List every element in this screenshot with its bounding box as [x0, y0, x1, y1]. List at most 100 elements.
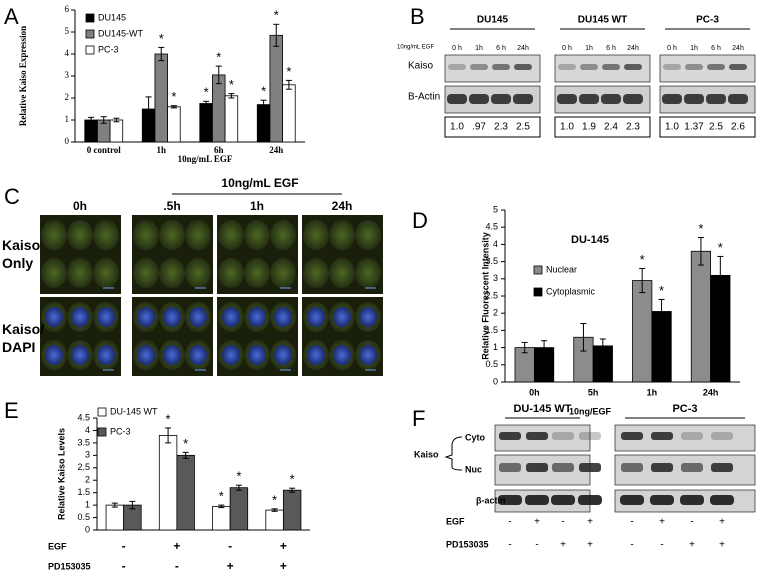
treatment-symbol: +	[719, 517, 725, 528]
error-bar	[658, 298, 665, 325]
bar	[690, 250, 712, 383]
band	[578, 495, 602, 505]
band	[620, 495, 644, 505]
nucleus	[163, 345, 181, 365]
band	[499, 432, 521, 440]
panel-letter: D	[412, 208, 428, 233]
bar	[282, 84, 296, 143]
error-bar	[165, 427, 172, 444]
band	[602, 64, 620, 70]
bar	[167, 106, 181, 143]
error-bar	[235, 484, 242, 491]
bar	[632, 280, 653, 383]
band	[558, 64, 576, 70]
treatment-label: PD153035	[48, 561, 91, 571]
y-tick-label: 3	[493, 273, 498, 283]
nucleus	[189, 345, 207, 365]
nucleus	[307, 345, 325, 365]
bracket	[444, 436, 463, 471]
legend-swatch	[85, 29, 95, 39]
nucleus	[137, 307, 155, 327]
error-bar	[639, 267, 646, 294]
treatment-symbol: -	[175, 559, 179, 571]
error-bar	[215, 65, 222, 85]
bar	[84, 119, 98, 143]
significance-mark: *	[718, 240, 723, 255]
cell	[185, 258, 211, 288]
band	[728, 94, 748, 104]
y-tick-label: 5	[65, 26, 70, 36]
cell	[355, 258, 381, 288]
quantification: 2.5	[516, 122, 530, 133]
band	[579, 432, 601, 440]
treatment-label: EGF	[446, 516, 465, 526]
legend-swatch	[97, 407, 107, 417]
column-label: 1h	[250, 199, 264, 213]
band	[492, 64, 510, 70]
treatment-symbol: +	[659, 517, 665, 528]
legend-swatch	[97, 427, 107, 437]
error-bar	[228, 93, 235, 99]
bar	[282, 489, 302, 531]
quantification: 2.4	[604, 122, 618, 133]
nucleus	[71, 345, 89, 365]
treatment-symbol: +	[227, 559, 234, 571]
panel-letter: F	[412, 406, 425, 431]
error-bar	[717, 255, 724, 295]
error-bar	[145, 96, 152, 122]
band	[662, 94, 682, 104]
legend-swatch	[85, 13, 95, 23]
panel-letter: B	[410, 4, 425, 29]
band	[685, 64, 703, 70]
treatment-symbol: -	[122, 559, 126, 571]
significance-mark: *	[261, 84, 266, 99]
treatment-symbol: +	[587, 517, 593, 528]
error-bar	[697, 237, 704, 266]
legend-label: Cytoplasmic	[546, 286, 596, 296]
error-bar	[285, 79, 292, 90]
x-tick-label: 24h	[703, 387, 719, 397]
bar	[229, 487, 249, 531]
treatment-label: PD153035	[446, 539, 489, 549]
nucleus	[45, 307, 63, 327]
band	[623, 94, 643, 104]
x-tick-label: 24h	[269, 145, 283, 155]
error-bar	[129, 500, 136, 510]
y-tick-label: 3	[85, 450, 90, 460]
legend-swatch	[533, 265, 543, 275]
band	[711, 463, 733, 472]
legend-swatch	[533, 287, 543, 297]
y-tick-label: 0	[493, 376, 498, 386]
error-bar	[182, 451, 189, 459]
nucleus	[163, 307, 181, 327]
band	[650, 495, 674, 505]
bar	[109, 119, 124, 143]
y-tick-label: 5	[493, 204, 498, 214]
cell	[41, 258, 67, 288]
x-tick-label: 5h	[588, 387, 599, 397]
error-bar	[100, 116, 107, 124]
legend-label: DU-145 WT	[110, 406, 158, 416]
protein-label: Kaiso	[414, 449, 439, 459]
lane-label: 1h	[585, 45, 593, 52]
nucleus	[248, 307, 266, 327]
error-bar	[521, 341, 528, 354]
cell	[67, 258, 93, 288]
panel-letter: C	[4, 184, 20, 209]
cell	[185, 220, 211, 250]
treatment-symbol: +	[719, 540, 725, 551]
treatment-symbol: -	[508, 540, 511, 551]
significance-mark: *	[274, 8, 279, 23]
significance-mark: *	[290, 472, 295, 487]
legend-swatch	[85, 45, 95, 55]
error-bar	[203, 100, 210, 107]
band	[514, 64, 532, 70]
error-bar	[541, 340, 548, 355]
legend-label: DU145	[98, 12, 126, 22]
row-label: Kaiso	[408, 61, 433, 72]
band	[681, 432, 703, 440]
bar	[105, 504, 125, 531]
significance-mark: *	[659, 283, 664, 298]
y-tick-label: 1	[65, 114, 70, 124]
